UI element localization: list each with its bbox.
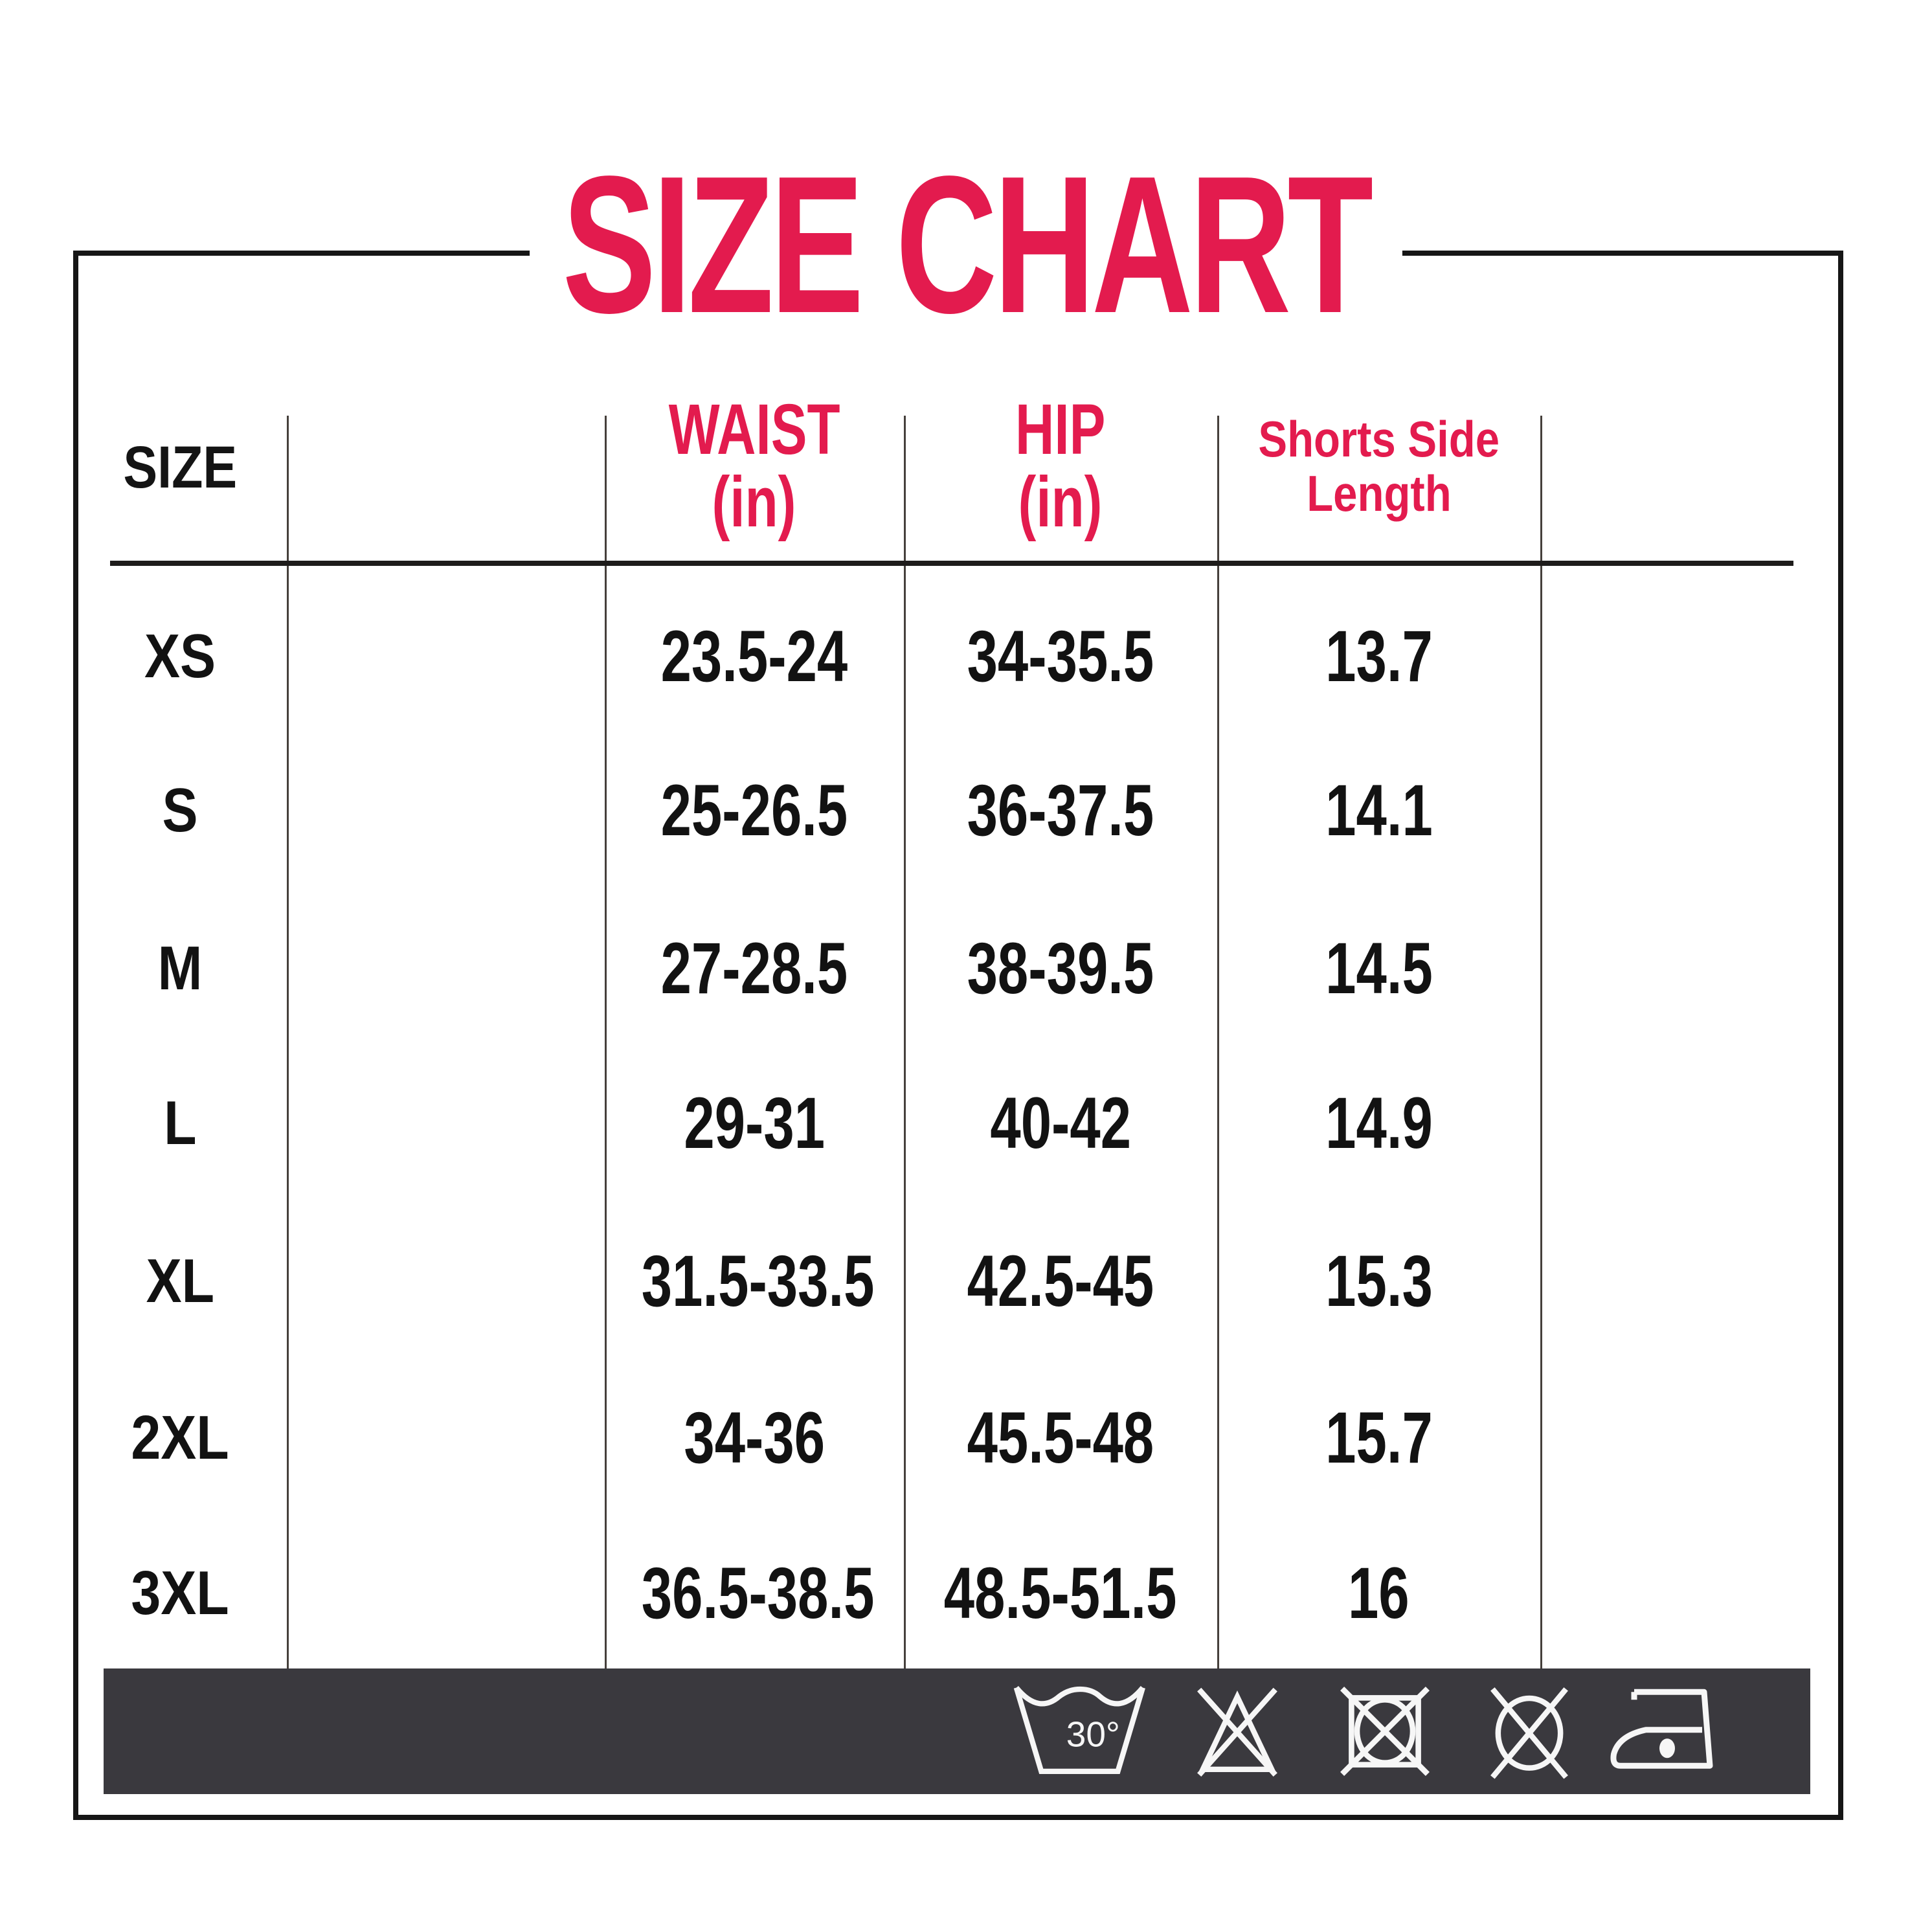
machine-wash-30-icon: 30° <box>1007 1682 1150 1780</box>
row-label-m: M <box>157 934 203 1003</box>
column-header-waist: WAIST (in) <box>605 390 904 543</box>
hip-value: 40-42 <box>990 1083 1131 1163</box>
do-not-dry-clean-icon <box>1471 1676 1588 1786</box>
care-instructions-bar: 30° <box>104 1668 1810 1794</box>
hip-value: 48.5-51.5 <box>944 1553 1177 1634</box>
iron-low-heat-icon <box>1605 1680 1741 1782</box>
row-label-xl: XL <box>146 1246 214 1316</box>
do-not-bleach-icon <box>1182 1677 1293 1786</box>
column-header-shorts-side-length: Shorts Side Length <box>1217 412 1540 521</box>
hip-value: 34-35.5 <box>967 616 1154 697</box>
length-value: 16 <box>1348 1553 1410 1634</box>
waist-value: 25-26.5 <box>660 770 848 851</box>
waist-value: 29-31 <box>684 1083 825 1163</box>
row-label-3xl: 3XL <box>131 1558 229 1628</box>
column-header-size: SIZE <box>73 422 287 513</box>
hip-value: 42.5-45 <box>967 1241 1154 1321</box>
column-divider <box>1217 416 1219 1668</box>
length-value: 15.7 <box>1325 1397 1433 1478</box>
column-divider <box>605 416 607 1668</box>
row-label-xs: XS <box>144 622 216 691</box>
header-label: (in) <box>1018 462 1103 543</box>
length-value: 14.1 <box>1325 770 1433 851</box>
waist-value: 31.5-33.5 <box>641 1241 875 1321</box>
wash-temp-label: 30° <box>1066 1714 1120 1754</box>
row-label-2xl: 2XL <box>131 1403 229 1472</box>
waist-value: 36.5-38.5 <box>641 1553 875 1634</box>
row-label-l: L <box>163 1088 197 1158</box>
column-divider <box>904 416 906 1668</box>
column-divider <box>1540 416 1542 1668</box>
header-label: SIZE <box>123 434 237 500</box>
length-value: 14.5 <box>1325 928 1433 1009</box>
length-value: 13.7 <box>1325 616 1433 697</box>
header-label: Shorts Side <box>1258 410 1500 467</box>
row-label-s: S <box>162 776 198 845</box>
page-title: SIZE CHART <box>530 147 1402 343</box>
header-underline <box>110 561 1793 566</box>
hip-value: 45.5-48 <box>967 1397 1154 1478</box>
column-header-hip: HIP (in) <box>904 390 1217 543</box>
length-value: 15.3 <box>1325 1241 1433 1321</box>
header-label: WAIST <box>668 390 840 469</box>
waist-value: 27-28.5 <box>660 928 848 1009</box>
hip-value: 36-37.5 <box>967 770 1154 851</box>
hip-value: 38-39.5 <box>967 928 1154 1009</box>
header-label: (in) <box>712 462 796 543</box>
header-label: Length <box>1306 465 1452 522</box>
waist-value: 23.5-24 <box>660 616 848 697</box>
header-label: HIP <box>1015 390 1106 469</box>
column-divider <box>287 416 289 1668</box>
do-not-tumble-dry-icon <box>1329 1676 1441 1787</box>
waist-value: 34-36 <box>684 1397 825 1478</box>
length-value: 14.9 <box>1325 1083 1433 1163</box>
